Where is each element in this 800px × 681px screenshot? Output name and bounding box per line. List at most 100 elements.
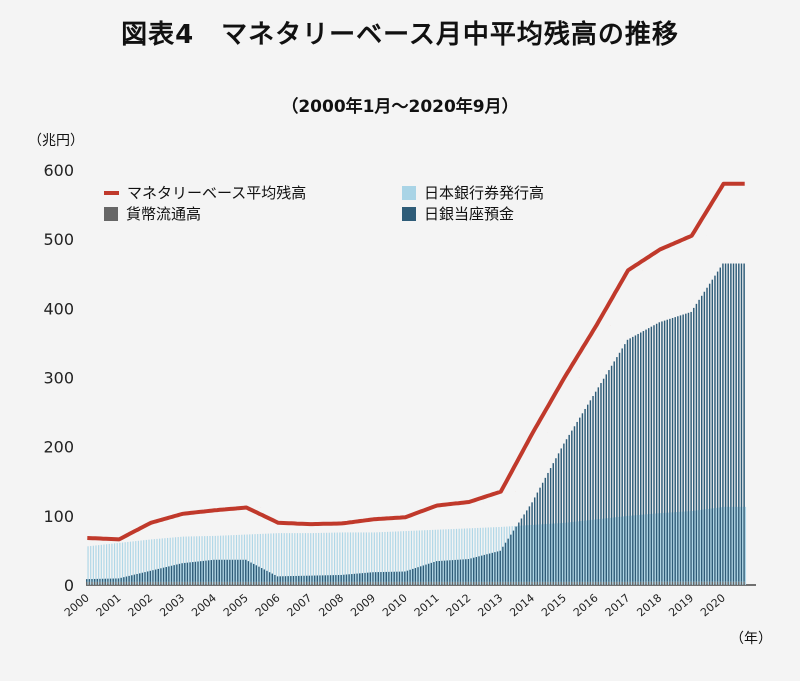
bar-coins (306, 581, 308, 585)
bar-banknotes (92, 545, 94, 585)
bar-current-deposits (207, 560, 210, 582)
bar-coins (547, 581, 549, 585)
bar-coins (260, 581, 263, 585)
bar-current-deposits (571, 430, 573, 582)
bar-banknotes (607, 518, 609, 585)
bar-coins (345, 581, 348, 585)
bar-coins (626, 581, 629, 585)
bar-banknotes (95, 545, 97, 585)
x-tick-label: 2002 (126, 591, 156, 619)
bar-coins (443, 581, 446, 585)
bar-coins (669, 581, 671, 585)
bar-current-deposits (552, 463, 554, 582)
bar-banknotes (365, 532, 367, 585)
bar-coins (449, 581, 451, 585)
bar-banknotes (657, 513, 659, 585)
bar-banknotes (421, 530, 423, 585)
bar-coins (390, 581, 393, 585)
bar-banknotes (675, 512, 678, 585)
bar-banknotes (588, 520, 590, 585)
bar-coins (465, 581, 467, 585)
bar-coins (724, 581, 727, 585)
bar-coins (287, 581, 289, 585)
bar-current-deposits (435, 561, 438, 582)
bar-banknotes (516, 525, 519, 585)
bar-banknotes (98, 545, 100, 585)
legend-item-monetary-base: マネタリーベース平均残高 (104, 182, 306, 203)
bar-coins (422, 581, 425, 585)
bar-current-deposits (544, 477, 547, 582)
bar-banknotes (257, 534, 259, 585)
bar-current-deposits (520, 518, 523, 582)
bar-banknotes (482, 527, 484, 585)
bar-banknotes (381, 532, 383, 585)
bar-coins (435, 581, 438, 585)
bar-current-deposits (93, 578, 96, 582)
bar-coins (671, 581, 674, 585)
bar-banknotes (302, 533, 304, 585)
bar-coins (133, 581, 136, 585)
bar-coins (382, 581, 385, 585)
bar-banknotes (275, 533, 277, 585)
bar-coins (168, 581, 170, 585)
bar-coins (441, 581, 443, 585)
bar-coins (184, 581, 186, 585)
bar-current-deposits (433, 562, 435, 582)
bar-coins (239, 581, 242, 585)
bar-banknotes (87, 546, 89, 585)
bar-banknotes (270, 533, 272, 585)
bar-banknotes (400, 531, 402, 585)
bar-banknotes (585, 520, 587, 585)
bar-banknotes (731, 506, 733, 585)
bar-current-deposits (313, 575, 316, 582)
bar-current-deposits (507, 538, 509, 582)
bar-banknotes (174, 537, 177, 585)
legend-label-coins: 貨幣流通高 (126, 205, 202, 223)
bar-banknotes (612, 517, 614, 585)
bar-banknotes (169, 537, 171, 585)
bar-banknotes (360, 532, 362, 585)
bar-coins (404, 581, 406, 585)
bar-current-deposits (152, 570, 154, 582)
bar-current-deposits (292, 576, 295, 582)
bar-coins (226, 581, 228, 585)
bar-current-deposits (640, 332, 642, 582)
bar-coins (237, 581, 239, 585)
bar-current-deposits (162, 567, 165, 582)
bar-current-deposits (146, 571, 149, 582)
bar-banknotes (506, 526, 508, 585)
bar-current-deposits (123, 577, 125, 582)
bar-banknotes (654, 513, 656, 585)
bar-banknotes (514, 526, 516, 585)
bar-coins (682, 581, 684, 585)
bar-banknotes (670, 512, 672, 585)
bar-current-deposits (226, 559, 228, 582)
bar-coins (555, 581, 557, 585)
bar-banknotes (153, 539, 155, 585)
bar-current-deposits (560, 448, 562, 582)
legend-item-banknotes: 日本銀行券発行高 (402, 182, 544, 203)
bar-current-deposits (260, 568, 263, 582)
bar-coins (178, 581, 181, 585)
bar-current-deposits (491, 552, 494, 582)
bar-banknotes (233, 535, 235, 585)
bar-banknotes (599, 519, 601, 585)
bar-banknotes (527, 525, 529, 585)
bar-coins (645, 581, 647, 585)
bar-banknotes (357, 532, 360, 585)
bar-current-deposits (406, 570, 409, 582)
bar-banknotes (265, 533, 267, 585)
bar-banknotes (418, 530, 420, 585)
bar-banknotes (694, 510, 696, 585)
bar-current-deposits (271, 573, 274, 582)
bar-coins (637, 581, 639, 585)
bar-coins (565, 581, 568, 585)
bar-current-deposits (176, 564, 178, 582)
bar-coins (353, 581, 356, 585)
bar-coins (202, 581, 205, 585)
bar-banknotes (312, 533, 314, 585)
bar-current-deposits (592, 396, 594, 582)
bar-coins (473, 581, 475, 585)
bar-current-deposits (568, 434, 570, 582)
bar-banknotes (288, 533, 291, 585)
